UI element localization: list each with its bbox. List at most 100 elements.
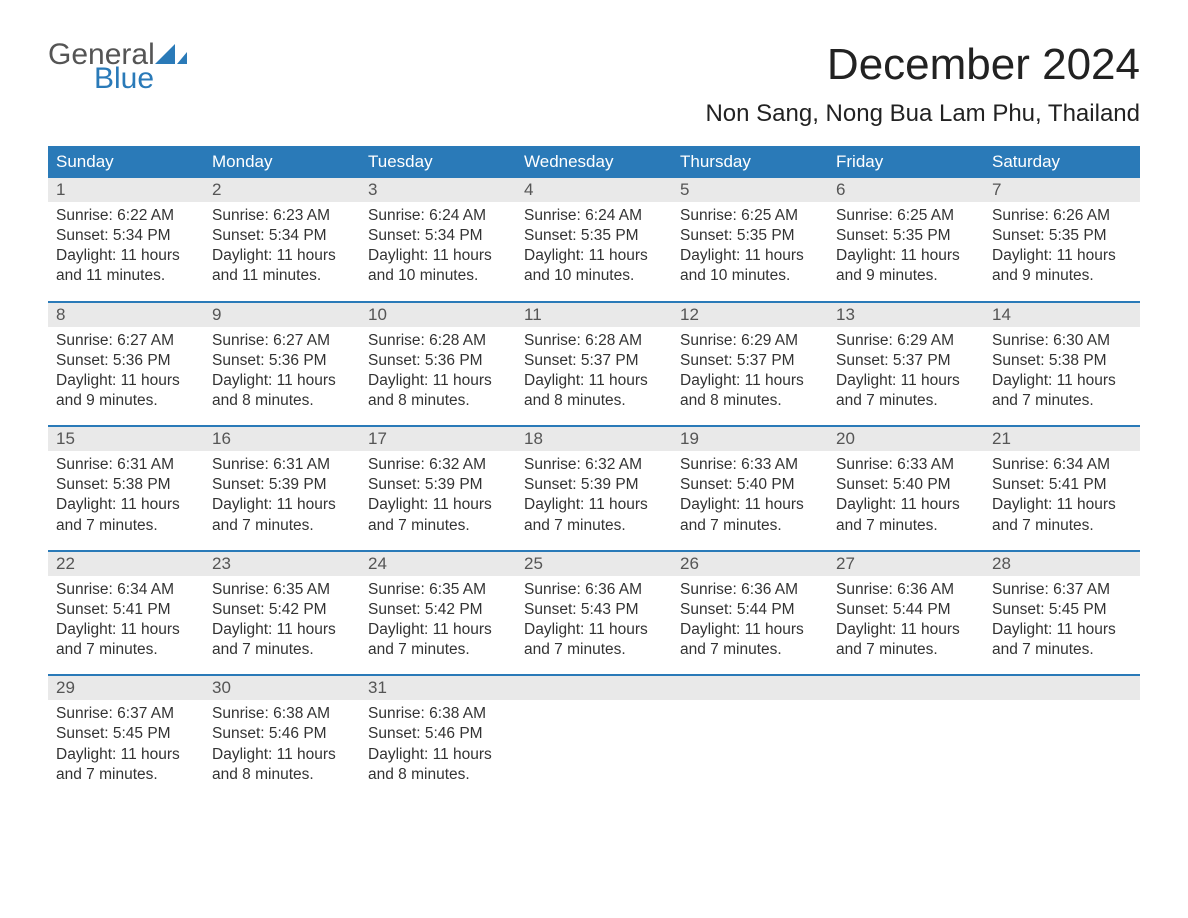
day-number: 4 — [516, 178, 672, 202]
daylight-text-2: and 8 minutes. — [368, 765, 508, 785]
title-block: December 2024 Non Sang, Nong Bua Lam Phu… — [705, 40, 1140, 128]
sunrise-text: Sunrise: 6:30 AM — [992, 331, 1132, 351]
day-cell — [828, 700, 984, 785]
daylight-text-2: and 7 minutes. — [524, 516, 664, 536]
dow-tuesday: Tuesday — [360, 146, 516, 178]
sunset-text: Sunset: 5:40 PM — [836, 475, 976, 495]
sunset-text: Sunset: 5:46 PM — [212, 724, 352, 744]
day-number: 12 — [672, 303, 828, 327]
sunset-text: Sunset: 5:42 PM — [212, 600, 352, 620]
day-cell: Sunrise: 6:28 AMSunset: 5:36 PMDaylight:… — [360, 327, 516, 412]
daylight-text-1: Daylight: 11 hours — [368, 745, 508, 765]
sunset-text: Sunset: 5:46 PM — [368, 724, 508, 744]
dow-monday: Monday — [204, 146, 360, 178]
daylight-text-1: Daylight: 11 hours — [680, 371, 820, 391]
sunset-text: Sunset: 5:36 PM — [56, 351, 196, 371]
sunrise-text: Sunrise: 6:32 AM — [368, 455, 508, 475]
sunrise-text: Sunrise: 6:26 AM — [992, 206, 1132, 226]
day-number: 23 — [204, 552, 360, 576]
day-cell: Sunrise: 6:37 AMSunset: 5:45 PMDaylight:… — [48, 700, 204, 785]
daynum-strip: 15161718192021 — [48, 427, 1140, 451]
daylight-text-1: Daylight: 11 hours — [836, 246, 976, 266]
sunrise-text: Sunrise: 6:31 AM — [56, 455, 196, 475]
daylight-text-2: and 7 minutes. — [56, 765, 196, 785]
daylight-text-1: Daylight: 11 hours — [56, 620, 196, 640]
day-number: 9 — [204, 303, 360, 327]
daylight-text-2: and 7 minutes. — [836, 640, 976, 660]
dow-wednesday: Wednesday — [516, 146, 672, 178]
daylight-text-1: Daylight: 11 hours — [212, 495, 352, 515]
calendar-week: 293031Sunrise: 6:37 AMSunset: 5:45 PMDay… — [48, 674, 1140, 785]
daylight-text-2: and 7 minutes. — [836, 516, 976, 536]
daylight-text-2: and 7 minutes. — [992, 516, 1132, 536]
daylight-text-2: and 11 minutes. — [212, 266, 352, 286]
daylight-text-2: and 7 minutes. — [212, 640, 352, 660]
day-number: 29 — [48, 676, 204, 700]
calendar-week: 15161718192021Sunrise: 6:31 AMSunset: 5:… — [48, 425, 1140, 536]
day-cell: Sunrise: 6:38 AMSunset: 5:46 PMDaylight:… — [360, 700, 516, 785]
sunset-text: Sunset: 5:38 PM — [992, 351, 1132, 371]
day-number: 20 — [828, 427, 984, 451]
daylight-text-1: Daylight: 11 hours — [524, 246, 664, 266]
daylight-text-1: Daylight: 11 hours — [212, 246, 352, 266]
day-cell: Sunrise: 6:25 AMSunset: 5:35 PMDaylight:… — [828, 202, 984, 287]
day-number: 16 — [204, 427, 360, 451]
day-number: 3 — [360, 178, 516, 202]
dow-saturday: Saturday — [984, 146, 1140, 178]
sunset-text: Sunset: 5:44 PM — [680, 600, 820, 620]
daylight-text-2: and 7 minutes. — [680, 640, 820, 660]
calendar-week: 1234567Sunrise: 6:22 AMSunset: 5:34 PMDa… — [48, 178, 1140, 287]
calendar: Sunday Monday Tuesday Wednesday Thursday… — [48, 146, 1140, 785]
daylight-text-1: Daylight: 11 hours — [524, 620, 664, 640]
day-number: 31 — [360, 676, 516, 700]
day-cell: Sunrise: 6:37 AMSunset: 5:45 PMDaylight:… — [984, 576, 1140, 661]
sunset-text: Sunset: 5:35 PM — [992, 226, 1132, 246]
sunrise-text: Sunrise: 6:35 AM — [212, 580, 352, 600]
daynum-strip: 22232425262728 — [48, 552, 1140, 576]
sunrise-text: Sunrise: 6:28 AM — [368, 331, 508, 351]
daylight-text-2: and 9 minutes. — [992, 266, 1132, 286]
sunrise-text: Sunrise: 6:33 AM — [680, 455, 820, 475]
day-number: 1 — [48, 178, 204, 202]
day-number — [984, 676, 1140, 700]
sunset-text: Sunset: 5:41 PM — [56, 600, 196, 620]
daylight-text-2: and 7 minutes. — [680, 516, 820, 536]
daylight-text-2: and 7 minutes. — [992, 640, 1132, 660]
sunrise-text: Sunrise: 6:29 AM — [680, 331, 820, 351]
sunset-text: Sunset: 5:39 PM — [524, 475, 664, 495]
sunrise-text: Sunrise: 6:27 AM — [56, 331, 196, 351]
daylight-text-1: Daylight: 11 hours — [992, 371, 1132, 391]
day-number — [516, 676, 672, 700]
daylight-text-1: Daylight: 11 hours — [992, 495, 1132, 515]
day-cell: Sunrise: 6:22 AMSunset: 5:34 PMDaylight:… — [48, 202, 204, 287]
daylight-text-1: Daylight: 11 hours — [368, 246, 508, 266]
daynum-strip: 293031 — [48, 676, 1140, 700]
weeks-container: 1234567Sunrise: 6:22 AMSunset: 5:34 PMDa… — [48, 178, 1140, 785]
sunset-text: Sunset: 5:39 PM — [368, 475, 508, 495]
daylight-text-1: Daylight: 11 hours — [368, 371, 508, 391]
daylight-text-2: and 7 minutes. — [524, 640, 664, 660]
sunrise-text: Sunrise: 6:38 AM — [212, 704, 352, 724]
day-cell: Sunrise: 6:35 AMSunset: 5:42 PMDaylight:… — [360, 576, 516, 661]
day-of-week-header: Sunday Monday Tuesday Wednesday Thursday… — [48, 146, 1140, 178]
daylight-text-2: and 10 minutes. — [680, 266, 820, 286]
sunrise-text: Sunrise: 6:29 AM — [836, 331, 976, 351]
day-number: 5 — [672, 178, 828, 202]
day-cell: Sunrise: 6:23 AMSunset: 5:34 PMDaylight:… — [204, 202, 360, 287]
day-cell — [516, 700, 672, 785]
day-number: 17 — [360, 427, 516, 451]
day-number: 25 — [516, 552, 672, 576]
daylight-text-1: Daylight: 11 hours — [56, 246, 196, 266]
daylight-text-1: Daylight: 11 hours — [368, 620, 508, 640]
day-cell: Sunrise: 6:32 AMSunset: 5:39 PMDaylight:… — [360, 451, 516, 536]
day-cell: Sunrise: 6:31 AMSunset: 5:39 PMDaylight:… — [204, 451, 360, 536]
sunset-text: Sunset: 5:35 PM — [836, 226, 976, 246]
daylight-text-2: and 8 minutes. — [680, 391, 820, 411]
daylight-text-1: Daylight: 11 hours — [524, 495, 664, 515]
day-cell: Sunrise: 6:24 AMSunset: 5:34 PMDaylight:… — [360, 202, 516, 287]
day-number: 26 — [672, 552, 828, 576]
sunset-text: Sunset: 5:36 PM — [368, 351, 508, 371]
daylight-text-2: and 9 minutes. — [56, 391, 196, 411]
day-cell: Sunrise: 6:25 AMSunset: 5:35 PMDaylight:… — [672, 202, 828, 287]
sunrise-text: Sunrise: 6:32 AM — [524, 455, 664, 475]
